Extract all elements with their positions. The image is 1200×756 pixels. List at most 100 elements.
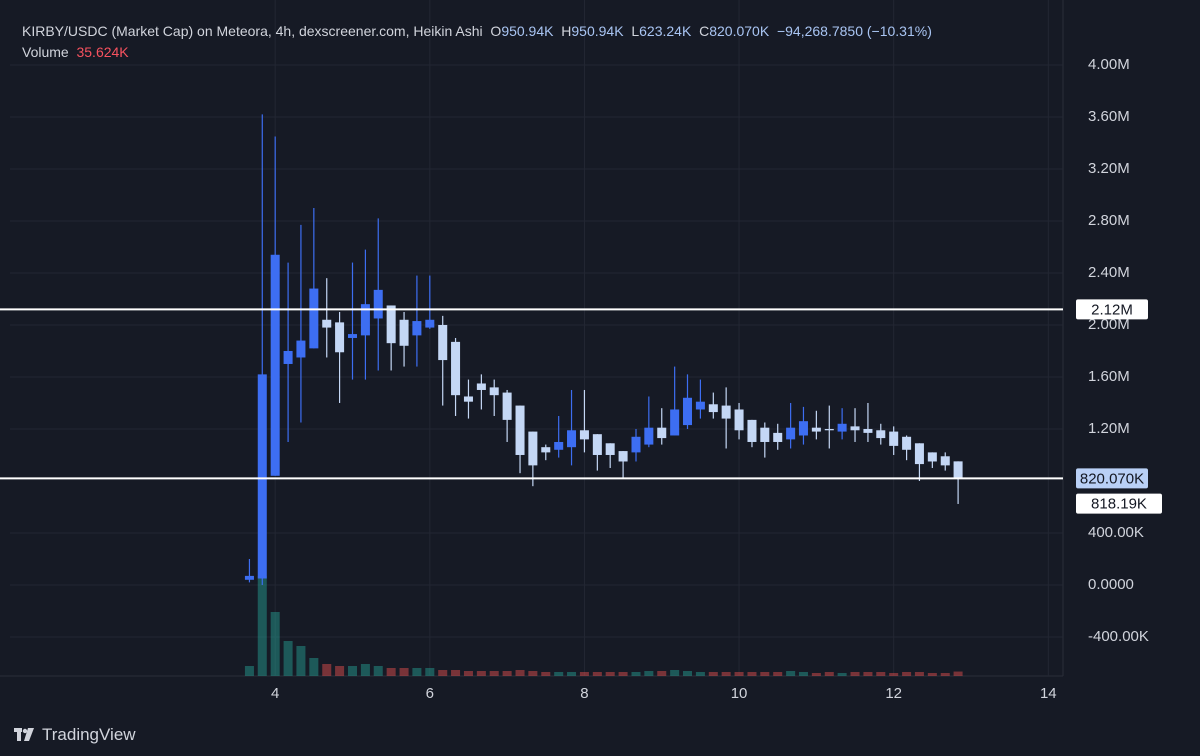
candle-body [515,405,525,455]
candle-body [605,443,615,455]
volume-bar [747,672,757,676]
candle-body [463,396,473,402]
volume-bar [863,672,873,676]
volume-bar [515,670,525,676]
volume-bar [902,672,912,676]
volume-bar [682,671,693,676]
volume-bar [347,666,358,676]
candle-body [438,324,448,361]
volume-bar [618,672,628,676]
brand-name: TradingView [42,725,136,744]
candle-body [386,305,396,344]
volume-bar [670,670,680,676]
volume-bar [605,672,615,676]
candle-body [824,428,834,431]
volume-bar [541,672,551,676]
volume-bar [773,672,783,676]
y-tick-label: 1.20M [1088,420,1130,437]
y-tick-label: 3.20M [1088,160,1130,177]
candle-body [631,436,641,453]
volume-bar [270,612,280,676]
candle-body [322,319,332,328]
volume-bar [386,668,396,676]
candle-body [399,319,409,346]
y-tick-label: 400.00K [1088,524,1144,541]
title: KIRBY/USDC (Market Cap) on Meteora, 4h, … [22,23,483,39]
volume-bar [721,672,731,676]
volume-value: 35.624K [76,44,129,60]
volume-bar [592,672,602,676]
brand: TradingView [14,725,136,745]
volume-line: Volume 35.624K [22,44,129,60]
x-tick-label: 8 [580,685,588,702]
volume-bar [927,673,937,676]
volume-bar [708,672,718,676]
candle-body [876,430,886,439]
volume-bar [399,668,409,676]
candle-body [670,409,680,436]
candle-body [347,334,358,338]
x-tick-label: 10 [731,685,748,702]
c-value: 820.070K [709,23,770,39]
candle-body [283,350,293,364]
l-value: 623.24K [639,23,692,39]
candle-body [425,319,435,328]
volume-bar [760,672,770,676]
volume-bar [798,672,808,676]
volume-bar [309,658,319,676]
volume-bar [940,673,950,676]
volume-bar [335,666,345,676]
candle-body [335,322,345,353]
candle-body [889,431,899,446]
x-tick-label: 6 [426,685,434,702]
candle-body [579,430,589,440]
candle-body [644,427,654,445]
volume-bar [489,671,499,676]
x-tick-label: 14 [1040,685,1057,702]
volume-bar [360,664,370,676]
volume-bar [734,672,744,676]
volume-bar [438,670,448,676]
volume-bar [889,673,899,676]
volume-bar [373,666,383,676]
candle-body [489,387,499,396]
candle-body [811,427,821,432]
volume-bar [786,671,796,676]
y-tick-label: -400.00K [1088,628,1149,645]
candle-body [270,254,280,476]
volume-bar [824,672,834,676]
y-tick-label: 2.80M [1088,212,1130,229]
candle-body [927,452,937,462]
volume-bar [322,664,332,676]
l-label: L [631,23,640,39]
candle-body [541,447,551,453]
volume-bar [567,672,577,676]
x-tick-label: 12 [885,685,902,702]
change: −94,268.7850 (−10.31%) [776,23,932,39]
y-tick-label: 0.0000 [1088,576,1134,593]
volume-label: Volume [22,44,69,60]
candle-body [296,340,306,358]
price-label: 818.19K [1091,496,1147,513]
candle-body [747,419,757,442]
candle-body [373,289,383,319]
candle-body [244,575,254,580]
volume-bar [425,668,435,676]
volume-bar [695,672,705,676]
volume-bar [876,672,886,676]
volume-bar [257,576,267,676]
candle-body [309,288,319,349]
candle-body [502,392,512,420]
candle-body [760,427,770,442]
candle-body [695,401,705,410]
volume-bar [502,671,512,676]
o-value: 950.94K [501,23,554,39]
volume-bar [554,672,564,676]
candle-body [528,431,538,466]
volume-bar [914,672,924,676]
candle-body [914,443,924,465]
h-value: 950.94K [571,23,624,39]
y-tick-label: 2.00M [1088,316,1130,333]
candle-body [360,304,370,336]
price-label: 2.12M [1091,301,1133,318]
